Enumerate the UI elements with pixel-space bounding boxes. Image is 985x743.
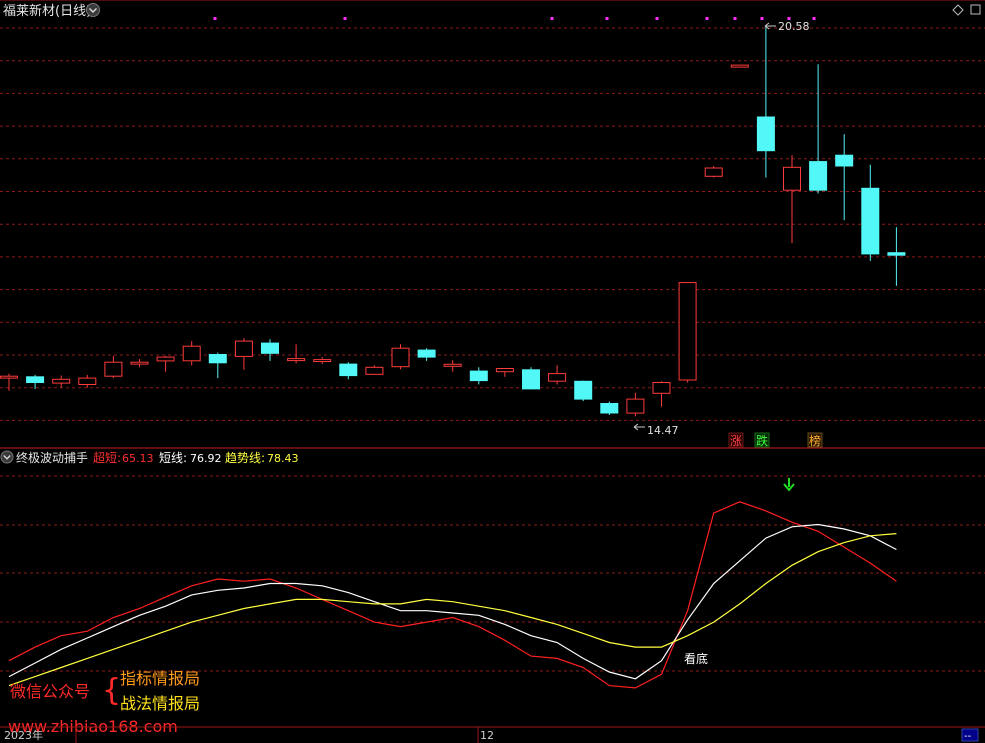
watermark-line1: 指标情报局 — [120, 669, 200, 688]
candle-body — [783, 166, 801, 191]
candle-body — [730, 64, 749, 68]
max-price-annotation: 20.58 — [764, 20, 810, 33]
indicator-panel-grid — [0, 475, 985, 672]
signal-dot — [760, 17, 764, 20]
signal-dot — [213, 17, 217, 20]
candle-body — [365, 366, 384, 375]
candle-body — [574, 380, 593, 400]
candle-body — [313, 359, 332, 363]
ultra-label: 超短: — [93, 450, 121, 465]
candle-body — [495, 368, 514, 373]
watermark-line2: 战法情报局 — [120, 694, 200, 713]
down-arrow-icon — [783, 478, 795, 492]
candle-body — [261, 342, 279, 354]
signal-dot — [705, 17, 709, 20]
candlestick-series — [0, 26, 906, 417]
short-label: 短线: — [159, 451, 187, 465]
stock-title: 福莱新材(日线) — [3, 3, 91, 19]
candle-body — [104, 361, 123, 377]
candle-body — [704, 167, 723, 177]
trend-label: 趋势线: — [225, 451, 265, 465]
candle-body — [756, 116, 775, 152]
year-label: 2023年 — [4, 728, 43, 742]
min-price-label: 14.47 — [647, 424, 679, 437]
candle-body — [678, 282, 697, 381]
candle-body — [391, 347, 410, 368]
candle-body — [443, 363, 462, 367]
candle-body — [887, 252, 906, 256]
candle-body — [809, 161, 828, 191]
axis-corner-label: -- — [964, 731, 972, 742]
short-value: 76.92 — [190, 452, 222, 465]
signal-dot — [733, 17, 737, 20]
month-label: 12 — [480, 729, 494, 742]
min-price-annotation: 14.47 — [633, 423, 679, 437]
candle-body — [626, 398, 645, 414]
indicator-name: 终极波动捕手 — [16, 450, 88, 465]
indicator-collapse-icon[interactable] — [0, 450, 14, 464]
signal-dot — [605, 17, 609, 20]
collapse-icon[interactable] — [86, 3, 100, 17]
signal-dot — [655, 17, 659, 20]
candle-body — [0, 375, 18, 379]
event-markers: 涨 跌 榜 — [728, 432, 823, 448]
candle-body — [156, 356, 175, 362]
ultra-short-line — [8, 501, 897, 689]
candle-body — [522, 369, 540, 390]
candle-body — [861, 187, 880, 255]
signal-dot — [550, 17, 554, 20]
candle-body — [130, 361, 149, 365]
marker-zhang: 涨 — [730, 433, 742, 448]
candle-body — [182, 345, 201, 362]
watermark-wechat: 微信公众号 — [10, 682, 90, 701]
candle-body — [835, 154, 854, 167]
candle-body — [287, 358, 306, 362]
top-signal-dots — [213, 17, 816, 20]
watermark-brace: { — [102, 673, 121, 708]
candle-body — [339, 363, 358, 377]
signal-dot — [812, 17, 816, 20]
trend-value: 78.43 — [267, 452, 299, 465]
short-line — [8, 523, 897, 680]
square-icon[interactable] — [970, 4, 981, 15]
candle-body — [78, 377, 97, 386]
marker-bang: 榜 — [809, 433, 821, 448]
max-price-label: 20.58 — [778, 20, 810, 33]
candle-body — [52, 378, 71, 384]
ultra-value: 65.13 — [122, 452, 154, 465]
candle-body — [600, 403, 619, 414]
signal-dot — [787, 17, 791, 20]
candle-body — [469, 370, 488, 382]
axis-corner-box[interactable] — [961, 728, 979, 742]
watermark: 微信公众号 { 指标情报局 战法情报局 www.zhibiao168.com — [8, 669, 200, 736]
time-axis: 2023年 12 -- — [0, 726, 985, 743]
candle-body — [652, 382, 671, 394]
marker-die: 跌 — [756, 433, 768, 448]
indicator-lines — [8, 501, 897, 689]
candle-body — [208, 354, 227, 364]
candle-body — [417, 349, 436, 358]
main-panel-grid — [0, 27, 985, 421]
trend-line — [8, 533, 897, 687]
signal-dot — [343, 17, 347, 20]
diamond-icon[interactable] — [952, 4, 964, 16]
candle-body — [26, 376, 45, 383]
candle-body — [548, 373, 567, 382]
bottom-signal-label: 看底 — [684, 651, 708, 666]
chart-frames — [0, 0, 985, 449]
candle-body — [234, 340, 253, 357]
